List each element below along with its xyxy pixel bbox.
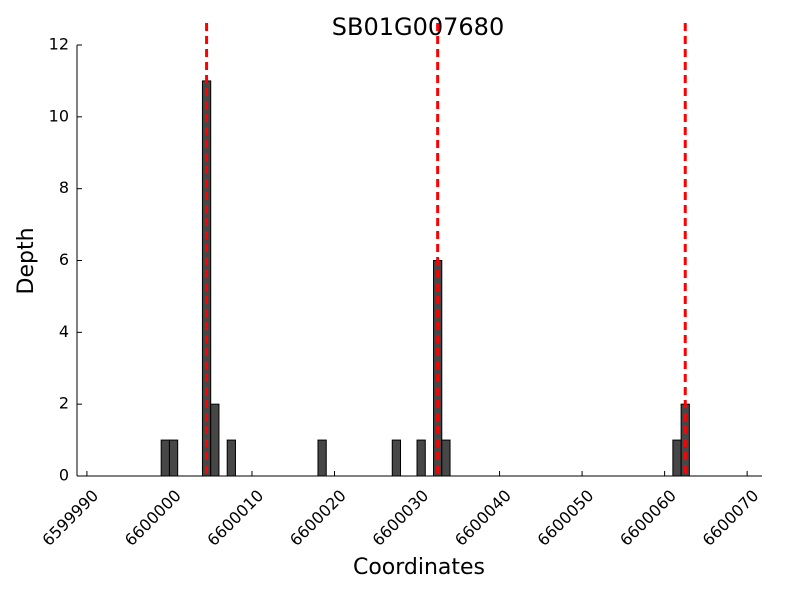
y-axis-label: Depth (14, 227, 39, 294)
y-tick-label: 6 (59, 250, 69, 269)
y-tick-label: 10 (49, 106, 69, 125)
x-tick-label: 6600040 (451, 486, 515, 550)
y-tick-label: 2 (59, 394, 69, 413)
bar (317, 439, 327, 477)
x-tick-label: 6600030 (369, 486, 433, 550)
bar (160, 439, 170, 477)
chart-title: SB01G007680 (332, 13, 504, 41)
y-tick-label: 8 (59, 178, 69, 197)
x-tick-label: 6600020 (286, 486, 350, 550)
x-tick-label: 6599990 (38, 486, 102, 550)
bar (168, 439, 179, 477)
bar (416, 439, 426, 477)
y-tick-label: 0 (59, 466, 69, 485)
x-tick-label: 6600060 (616, 486, 680, 550)
bar (391, 439, 402, 477)
x-tick-label: 6600070 (699, 486, 763, 550)
bar (441, 439, 451, 477)
bar (672, 439, 682, 477)
x-axis-label: Coordinates (353, 555, 485, 580)
y-tick-label: 4 (59, 322, 69, 341)
y-tick-label: 12 (49, 35, 69, 54)
x-tick-label: 6600050 (534, 486, 598, 550)
x-tick-label: 6600000 (121, 486, 185, 550)
bar (210, 403, 220, 477)
x-tick-label: 6600010 (203, 486, 267, 550)
bar (226, 439, 236, 477)
